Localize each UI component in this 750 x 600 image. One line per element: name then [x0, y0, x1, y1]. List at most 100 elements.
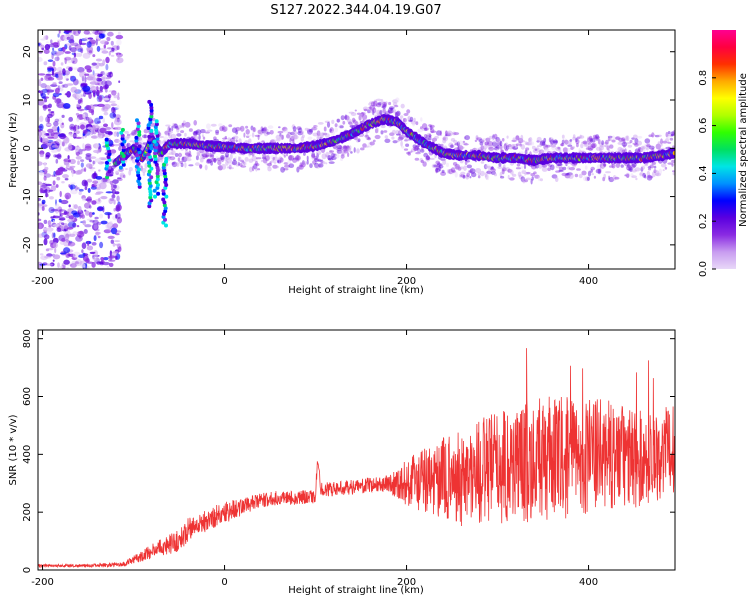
spectrogram-burst-blob	[152, 188, 157, 193]
spectrogram-halo-blob	[662, 169, 665, 172]
spectrogram-halo-blob	[528, 137, 533, 143]
spectrogram-halo-blob	[251, 132, 255, 138]
spectrogram-noise-blob	[93, 253, 98, 258]
spectrogram-halo-blob	[496, 138, 502, 145]
spectrogram-halo-blob	[332, 153, 336, 156]
spectrogram-halo-blob	[422, 161, 427, 167]
spectrogram-halo-blob	[579, 134, 582, 139]
spectrogram-halo-blob	[367, 109, 371, 114]
spectrogram-halo-blob	[568, 173, 574, 179]
spectrogram-noise-blob	[105, 56, 110, 64]
spectrogram-noise-blob	[42, 104, 50, 109]
spectrogram-noise-blob	[98, 33, 105, 39]
spectrogram-halo-blob	[569, 139, 573, 142]
spectrogram-halo-blob	[534, 174, 540, 179]
spectrogram-halo-blob	[433, 164, 438, 168]
spectrogram-noise-blob	[38, 197, 42, 202]
spectrogram-burst-blob	[154, 122, 159, 127]
spectrogram-halo-blob	[584, 165, 588, 170]
spectrogram-halo-blob	[317, 163, 322, 168]
spectrogram-halo-blob	[608, 136, 612, 141]
spectrogram-halo-blob	[346, 145, 350, 151]
spectrogram-halo-blob	[631, 169, 637, 173]
spectrogram-noise-blob	[70, 42, 75, 47]
spectrogram-noise-blob	[55, 87, 60, 94]
spectrogram-noise-blob	[93, 104, 99, 107]
spectrogram-halo-blob	[646, 174, 653, 181]
spectrogram-noise-blob	[99, 241, 104, 249]
spectrogram-halo-blob	[194, 162, 200, 166]
spectrogram-burst-blob	[154, 119, 159, 124]
spectrogram-halo-blob	[224, 135, 227, 140]
spectrogram-noise-blob	[56, 103, 60, 107]
spectrogram-halo-blob	[424, 127, 429, 131]
spectrogram-halo-blob	[244, 157, 249, 162]
spectrogram-halo-blob	[583, 176, 588, 182]
spectrogram-halo-blob	[290, 138, 293, 142]
spectrogram-noise-blob	[60, 62, 64, 66]
spectrogram-noise-blob	[53, 254, 61, 260]
spectrogram-noise-blob	[56, 176, 61, 181]
spectrogram-noise-blob	[46, 253, 53, 257]
spectrogram-halo-blob	[213, 136, 217, 140]
spectrogram-noise-blob	[68, 221, 76, 228]
spectrogram-x-tick-label: 400	[579, 276, 598, 287]
spectrogram-halo-blob	[532, 148, 535, 153]
spectrogram-noise-blob	[85, 163, 93, 168]
spectrogram-noise-blob	[110, 54, 115, 57]
spectrogram-halo-blob	[501, 138, 505, 142]
spectrogram-halo-blob	[626, 173, 630, 178]
spectrogram-halo-blob	[277, 159, 280, 163]
spectrogram-halo-blob	[394, 105, 399, 108]
spectrogram-halo-blob	[477, 175, 481, 179]
spectrogram-halo-blob	[475, 147, 479, 151]
spectrogram-halo-blob	[126, 134, 131, 139]
spectrogram-noise-blob	[60, 252, 67, 255]
spectrogram-noise-blob	[114, 240, 121, 243]
spectrogram-halo-blob	[304, 127, 309, 131]
spectrogram-halo-blob	[238, 138, 242, 144]
spectrogram-noise-blob	[53, 41, 59, 47]
spectrogram-y-tick-label: 0	[22, 145, 33, 151]
spectrogram-halo-blob	[237, 156, 240, 162]
spectrogram-halo-blob	[651, 171, 656, 178]
spectrogram-noise-blob	[55, 199, 57, 206]
spectrogram-halo-blob	[524, 149, 528, 156]
spectrogram-halo-blob	[575, 137, 578, 143]
spectrogram-noise-blob	[57, 39, 62, 42]
spectrogram-halo-blob	[180, 130, 185, 134]
spectrogram-halo-blob	[219, 126, 224, 132]
spectrogram-noise-blob	[84, 76, 87, 83]
spectrogram-halo-blob	[392, 99, 398, 104]
spectrogram-noise-blob	[55, 184, 59, 188]
spectrogram-halo-blob	[580, 143, 584, 149]
spectrogram-burst-blob	[153, 159, 158, 164]
spectrogram-halo-blob	[215, 131, 219, 136]
spectrogram-noise-blob	[62, 174, 69, 179]
spectrogram-halo-blob	[634, 167, 641, 172]
spectrogram-halo-blob	[130, 132, 136, 136]
spectrogram-halo-blob	[292, 138, 295, 145]
spectrogram-halo-blob	[638, 147, 644, 153]
spectrogram-halo-blob	[611, 163, 616, 169]
spectrogram-halo-blob	[590, 138, 593, 143]
spectrogram-halo-blob	[495, 136, 500, 143]
spectrogram-halo-blob	[289, 131, 295, 136]
spectrogram-noise-blob	[57, 126, 60, 133]
spectrogram-halo-blob	[591, 173, 594, 176]
spectrogram-halo-blob	[344, 145, 350, 149]
spectrogram-halo-blob	[203, 152, 208, 157]
spectrogram-noise-blob	[82, 85, 91, 92]
spectrogram-halo-blob	[294, 155, 301, 161]
spectrogram-noise-blob	[86, 41, 92, 48]
spectrogram-halo-blob	[460, 174, 466, 178]
spectrogram-noise-blob	[57, 262, 60, 268]
spectrogram-halo-blob	[279, 157, 284, 163]
spectrogram-halo-blob	[529, 141, 535, 146]
spectrogram-halo-blob	[672, 130, 675, 136]
spectrogram-noise-blob	[76, 80, 82, 85]
spectrogram-halo-blob	[301, 162, 306, 168]
snr-y-tick-label: 600	[22, 387, 33, 406]
spectrogram-halo-blob	[226, 166, 230, 169]
spectrogram-halo-blob	[452, 170, 456, 173]
